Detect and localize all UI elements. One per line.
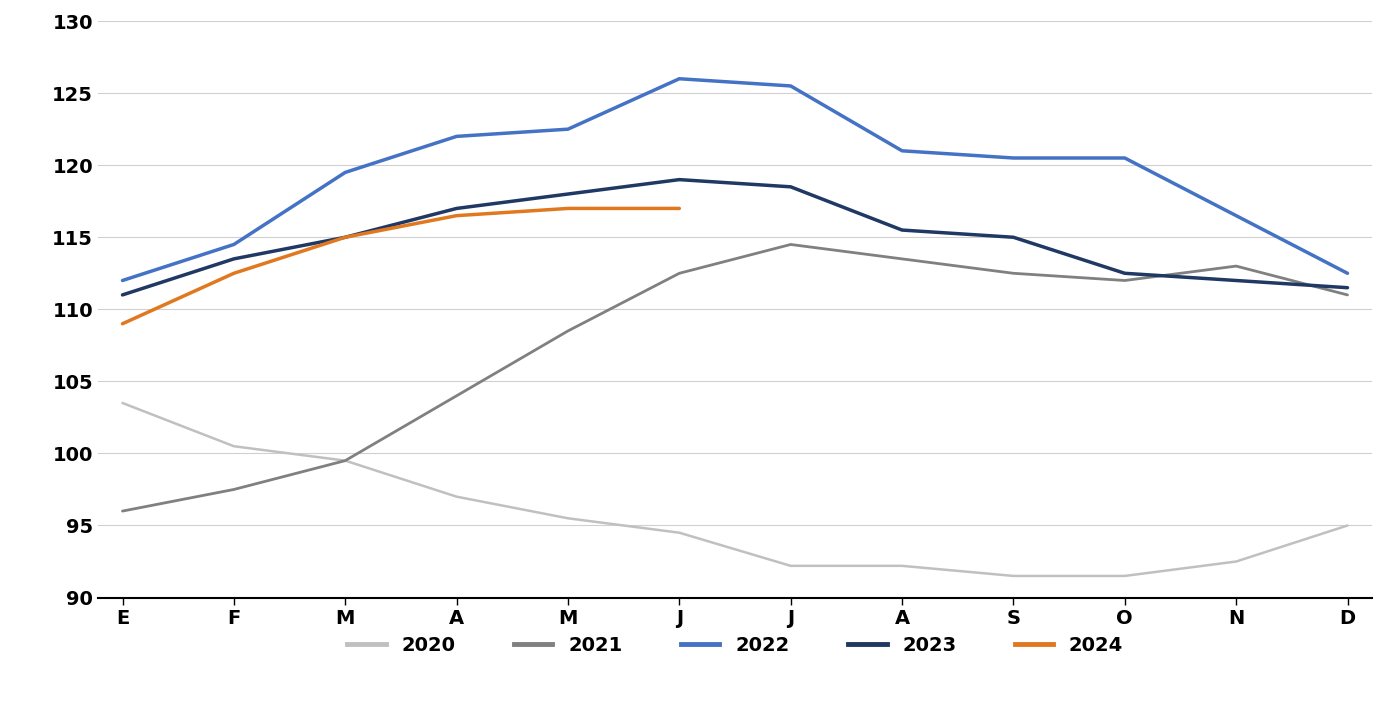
Legend: 2020, 2021, 2022, 2023, 2024: 2020, 2021, 2022, 2023, 2024: [339, 628, 1131, 663]
